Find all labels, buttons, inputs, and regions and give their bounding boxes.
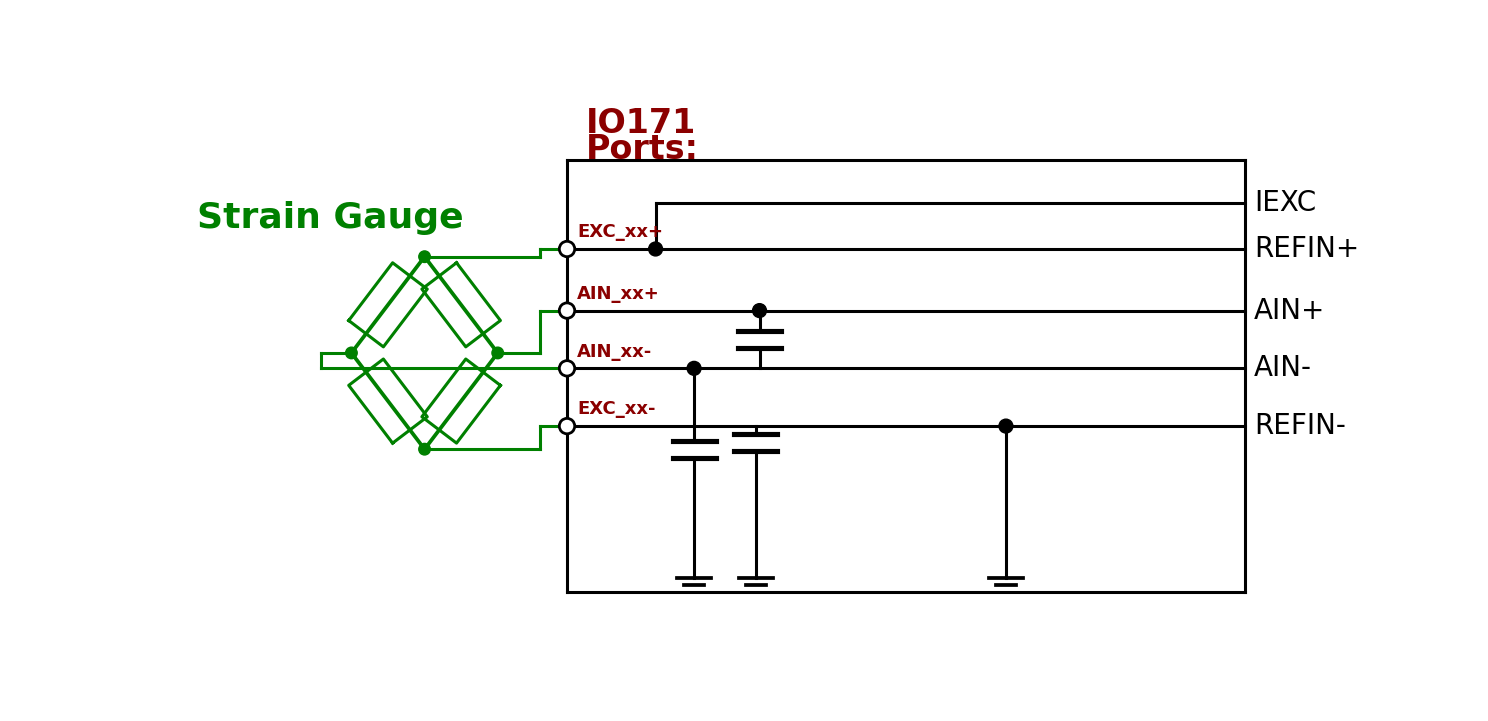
- Circle shape: [649, 242, 662, 256]
- Text: IO171: IO171: [586, 107, 696, 140]
- Text: REFIN-: REFIN-: [1254, 412, 1345, 440]
- Circle shape: [559, 303, 574, 318]
- Circle shape: [559, 418, 574, 434]
- Circle shape: [493, 348, 503, 359]
- Circle shape: [418, 443, 430, 455]
- Circle shape: [418, 251, 430, 262]
- Text: AIN+: AIN+: [1254, 296, 1326, 324]
- Text: AIN-: AIN-: [1254, 354, 1312, 382]
- Circle shape: [998, 419, 1013, 433]
- Text: Ports:: Ports:: [586, 133, 699, 167]
- Circle shape: [559, 242, 574, 257]
- Text: EXC_xx-: EXC_xx-: [577, 400, 656, 418]
- Text: REFIN+: REFIN+: [1254, 235, 1359, 263]
- Circle shape: [687, 361, 701, 375]
- Circle shape: [559, 360, 574, 376]
- Text: AIN_xx-: AIN_xx-: [577, 342, 652, 360]
- Text: Strain Gauge: Strain Gauge: [198, 201, 464, 235]
- Text: AIN_xx+: AIN_xx+: [577, 285, 659, 303]
- Circle shape: [345, 348, 357, 359]
- Text: EXC_xx+: EXC_xx+: [577, 224, 664, 242]
- Text: IEXC: IEXC: [1254, 189, 1315, 217]
- Circle shape: [753, 304, 766, 317]
